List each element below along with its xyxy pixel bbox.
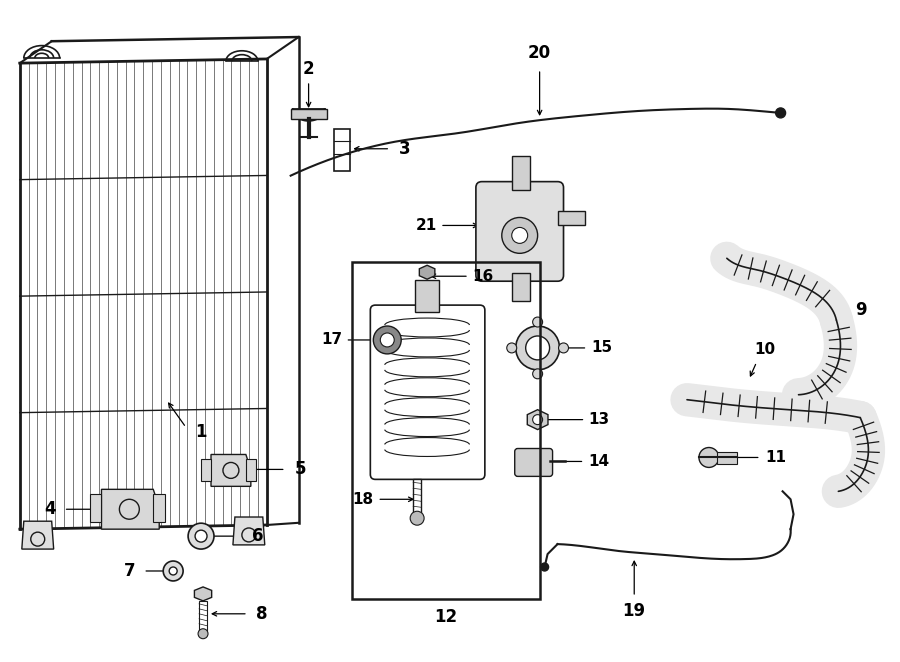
- Text: 21: 21: [416, 218, 436, 233]
- Circle shape: [410, 511, 424, 525]
- Text: 1: 1: [195, 422, 207, 441]
- Bar: [415, 280, 439, 312]
- Polygon shape: [194, 587, 212, 601]
- Text: 18: 18: [353, 492, 374, 507]
- Polygon shape: [102, 489, 159, 529]
- Bar: [717, 453, 737, 465]
- Text: 13: 13: [589, 412, 610, 427]
- Polygon shape: [527, 410, 548, 430]
- FancyBboxPatch shape: [515, 448, 553, 477]
- Circle shape: [188, 523, 214, 549]
- Bar: [153, 495, 166, 522]
- Text: 8: 8: [256, 605, 267, 623]
- Text: 5: 5: [295, 460, 306, 479]
- Bar: [246, 459, 256, 481]
- Bar: [512, 156, 530, 189]
- Text: 11: 11: [765, 450, 786, 465]
- Circle shape: [559, 343, 569, 353]
- Text: 15: 15: [592, 340, 613, 355]
- Polygon shape: [419, 265, 435, 279]
- Polygon shape: [211, 455, 251, 487]
- Text: 9: 9: [856, 301, 867, 319]
- Circle shape: [512, 228, 527, 244]
- FancyBboxPatch shape: [370, 305, 485, 479]
- Bar: [353, 262, 540, 599]
- Text: 17: 17: [321, 332, 342, 348]
- Circle shape: [163, 561, 183, 581]
- Circle shape: [198, 629, 208, 639]
- Bar: [557, 211, 585, 226]
- Circle shape: [526, 336, 550, 360]
- Circle shape: [169, 567, 177, 575]
- Circle shape: [533, 414, 543, 424]
- Circle shape: [507, 343, 517, 353]
- Bar: [291, 109, 327, 119]
- Text: 6: 6: [252, 527, 264, 545]
- Circle shape: [533, 369, 543, 379]
- FancyBboxPatch shape: [476, 181, 563, 281]
- Circle shape: [381, 333, 394, 347]
- Circle shape: [374, 326, 401, 354]
- Bar: [201, 459, 211, 481]
- Text: 16: 16: [472, 269, 493, 284]
- Circle shape: [541, 563, 549, 571]
- Circle shape: [776, 108, 786, 118]
- Polygon shape: [233, 517, 265, 545]
- Bar: [89, 495, 102, 522]
- Text: 4: 4: [44, 500, 56, 518]
- Text: 12: 12: [435, 608, 457, 626]
- Text: 3: 3: [399, 140, 410, 158]
- Bar: [199, 601, 207, 631]
- Circle shape: [699, 448, 719, 467]
- Circle shape: [533, 317, 543, 327]
- Bar: [413, 479, 421, 514]
- Text: 20: 20: [528, 44, 551, 62]
- Circle shape: [516, 326, 560, 370]
- Text: 19: 19: [623, 602, 646, 620]
- Text: 2: 2: [302, 60, 314, 78]
- Text: 7: 7: [123, 562, 135, 580]
- Text: 14: 14: [589, 454, 610, 469]
- Circle shape: [502, 218, 537, 254]
- Circle shape: [195, 530, 207, 542]
- Bar: [512, 273, 530, 301]
- Bar: [335, 129, 350, 171]
- Polygon shape: [22, 521, 54, 549]
- Text: 10: 10: [754, 342, 775, 357]
